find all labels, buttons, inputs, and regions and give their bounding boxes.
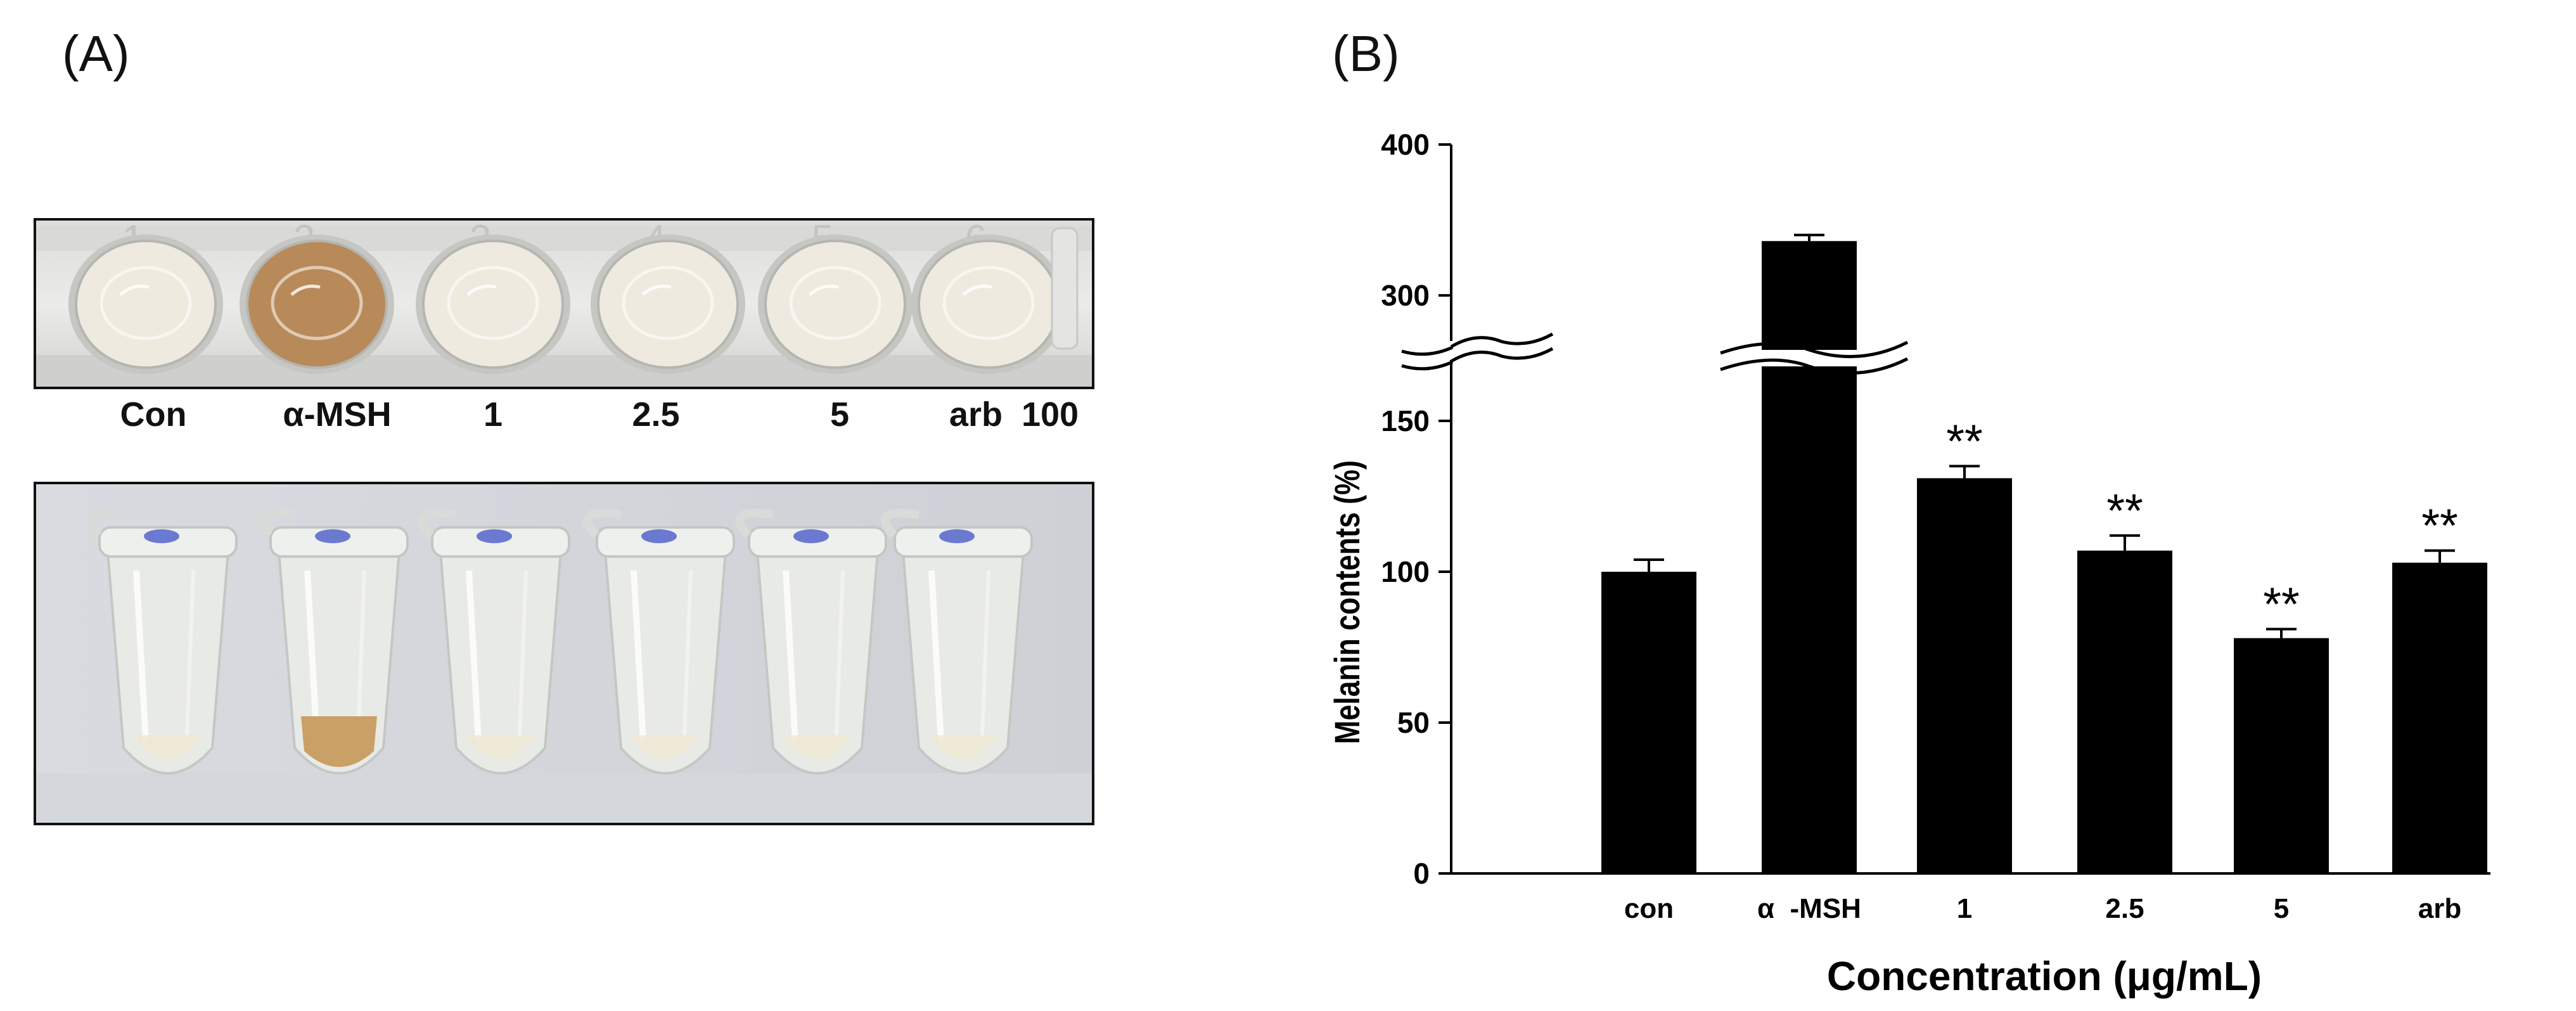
well (911, 235, 1066, 374)
tube (418, 508, 570, 775)
tube (256, 508, 409, 775)
significance-mark: ** (2106, 484, 2143, 537)
y-tick-label: 50 (1397, 706, 1430, 739)
well (68, 235, 223, 374)
x-tick-label: con (1624, 893, 1674, 924)
x-axis-label: Concentration (μg/mL) (1827, 953, 2262, 999)
tube (880, 508, 1033, 775)
bar (2077, 550, 2172, 873)
significance-mark: ** (1946, 415, 1983, 467)
well-label: Con (120, 396, 187, 434)
x-tick-label: arb (2418, 893, 2461, 924)
bar (1762, 241, 1857, 873)
well-label: arb 100 (949, 396, 1079, 434)
well (591, 235, 745, 374)
well-label: 1 (484, 396, 503, 434)
bar (2234, 638, 2329, 873)
y-tick-label: 0 (1413, 857, 1430, 890)
tube (734, 508, 887, 775)
tube (85, 508, 238, 775)
well-label: 5 (830, 396, 849, 434)
bar (1601, 572, 1696, 873)
y-tick-label: 400 (1381, 128, 1430, 161)
well-plate-photo: 123456 (34, 217, 1094, 389)
x-tick-label: 1 (1957, 893, 1972, 924)
panel-b-label: (B) (1332, 25, 1400, 82)
x-tick-label: 2.5 (2105, 893, 2144, 924)
y-tick-label: 150 (1381, 404, 1430, 437)
bar (2392, 562, 2487, 873)
y-tick-label: 100 (1381, 555, 1430, 588)
well-label: α-MSH (283, 396, 391, 434)
bar-chart: 0 50 100 150 300 400 con α -MSH 1 2.5 5 arb ** ** **… (1327, 128, 2490, 999)
y-axis: 0 50 100 150 300 400 (1381, 128, 1452, 890)
tubes-photo (34, 482, 1094, 825)
x-tick-label: α -MSH (1757, 893, 1861, 924)
panel-a-label: (A) (62, 25, 130, 82)
well (416, 235, 570, 374)
y-tick-label: 300 (1381, 279, 1430, 312)
x-tick-label: 5 (2274, 893, 2289, 924)
significance-mark: ** (2421, 499, 2458, 552)
significance-mark: ** (2263, 577, 2300, 630)
well (240, 235, 394, 374)
x-axis: con α -MSH 1 2.5 5 arb (1451, 872, 2490, 924)
tube (582, 508, 735, 775)
y-axis-label: Melanin contents (%) (1327, 460, 1367, 744)
well (758, 235, 913, 374)
well-label: 2.5 (632, 396, 679, 434)
bar (1917, 478, 2012, 873)
